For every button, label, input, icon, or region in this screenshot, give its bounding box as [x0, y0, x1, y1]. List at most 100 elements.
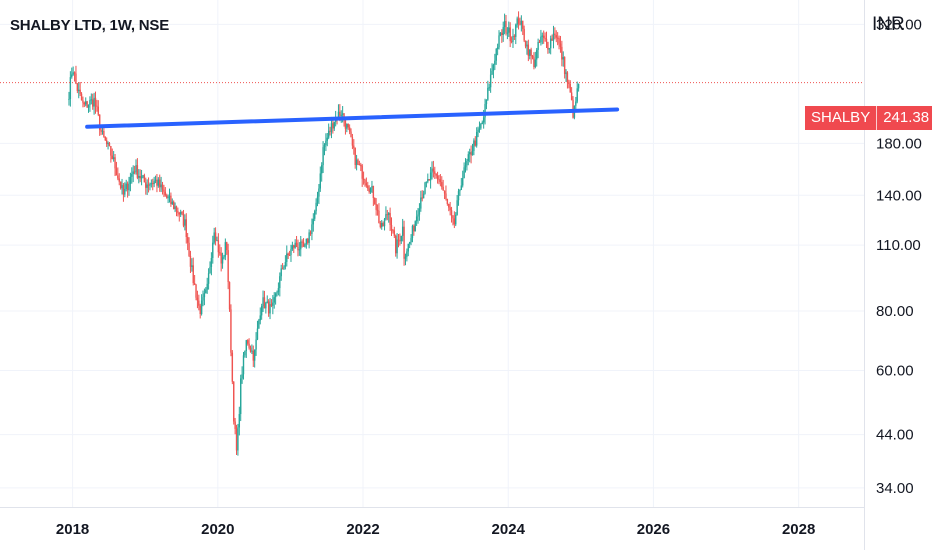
candle: [175, 205, 178, 217]
candle: [369, 187, 372, 194]
candle: [488, 83, 490, 91]
currency-label[interactable]: INR: [872, 14, 905, 35]
candle: [142, 174, 144, 179]
candle: [205, 287, 207, 294]
candle: [114, 154, 116, 177]
trendline[interactable]: [85, 107, 620, 129]
candle: [566, 71, 569, 89]
candle: [351, 133, 354, 150]
candle: [485, 99, 488, 110]
candle: [540, 29, 542, 46]
time-axis-divider: [0, 507, 864, 508]
candle: [87, 104, 90, 113]
candle: [429, 166, 432, 189]
grid-lines: [0, 0, 864, 507]
candle: [146, 179, 148, 196]
candle: [452, 215, 454, 226]
candle: [406, 248, 408, 262]
candle: [305, 238, 308, 249]
candle: [71, 67, 73, 79]
candle: [505, 15, 507, 36]
candle: [293, 244, 295, 254]
candle: [245, 339, 247, 358]
candle: [269, 297, 271, 320]
candle: [154, 175, 157, 184]
candle: [164, 187, 167, 197]
candle: [302, 238, 305, 247]
candle: [360, 162, 362, 172]
candlestick-series: [68, 11, 580, 456]
candle: [270, 299, 273, 308]
candle: [140, 169, 143, 186]
candle: [182, 209, 185, 228]
candle: [119, 181, 122, 190]
candle: [376, 204, 379, 216]
candle: [224, 238, 227, 261]
candle: [538, 39, 541, 43]
candle: [480, 122, 482, 130]
candle: [206, 277, 208, 294]
candle: [174, 202, 176, 213]
candle: [498, 30, 500, 50]
candle: [242, 351, 245, 380]
candle: [298, 242, 301, 256]
candle: [381, 220, 383, 230]
candle: [78, 82, 80, 99]
candle: [273, 292, 275, 309]
candle: [526, 40, 528, 55]
candle: [69, 71, 72, 107]
candle: [170, 192, 172, 207]
candle: [246, 339, 249, 346]
candle: [219, 244, 221, 256]
candle: [112, 151, 115, 162]
candle: [445, 185, 447, 201]
candle: [86, 100, 88, 108]
candle: [161, 181, 164, 195]
candle: [96, 99, 98, 112]
candle: [79, 81, 81, 97]
candle: [157, 177, 160, 188]
candle: [441, 176, 443, 190]
candle: [160, 176, 162, 193]
candle: [399, 233, 401, 246]
time-tick-label: 2026: [637, 521, 670, 538]
candle: [80, 92, 83, 101]
candle: [552, 25, 555, 49]
candle: [226, 241, 228, 255]
candle: [459, 189, 461, 196]
candle: [577, 83, 580, 92]
candle: [178, 211, 180, 222]
candle: [76, 82, 79, 94]
candle: [128, 176, 130, 196]
candle: [374, 197, 376, 205]
candle: [397, 233, 400, 248]
candle: [82, 96, 84, 108]
candle: [439, 174, 442, 187]
candle: [408, 241, 411, 249]
candle: [533, 52, 535, 70]
candle: [230, 304, 232, 357]
candle: [131, 167, 133, 184]
candle: [422, 190, 425, 199]
candle: [163, 184, 165, 198]
candle: [283, 265, 285, 271]
candle: [202, 290, 204, 307]
candle: [235, 424, 238, 455]
candle: [554, 27, 556, 40]
candle: [428, 179, 430, 181]
candle: [367, 181, 369, 191]
candle: [438, 175, 440, 185]
price-tick-label: 80.00: [876, 303, 914, 320]
candle: [308, 229, 310, 249]
candle: [107, 141, 109, 150]
candle: [172, 200, 175, 210]
candle: [427, 173, 429, 184]
price-tick-label: 110.00: [876, 237, 921, 254]
candle: [316, 191, 319, 207]
candle: [372, 185, 375, 206]
candle: [136, 158, 139, 180]
time-tick-label: 2020: [201, 521, 234, 538]
candle: [508, 21, 510, 37]
candle: [453, 211, 456, 229]
